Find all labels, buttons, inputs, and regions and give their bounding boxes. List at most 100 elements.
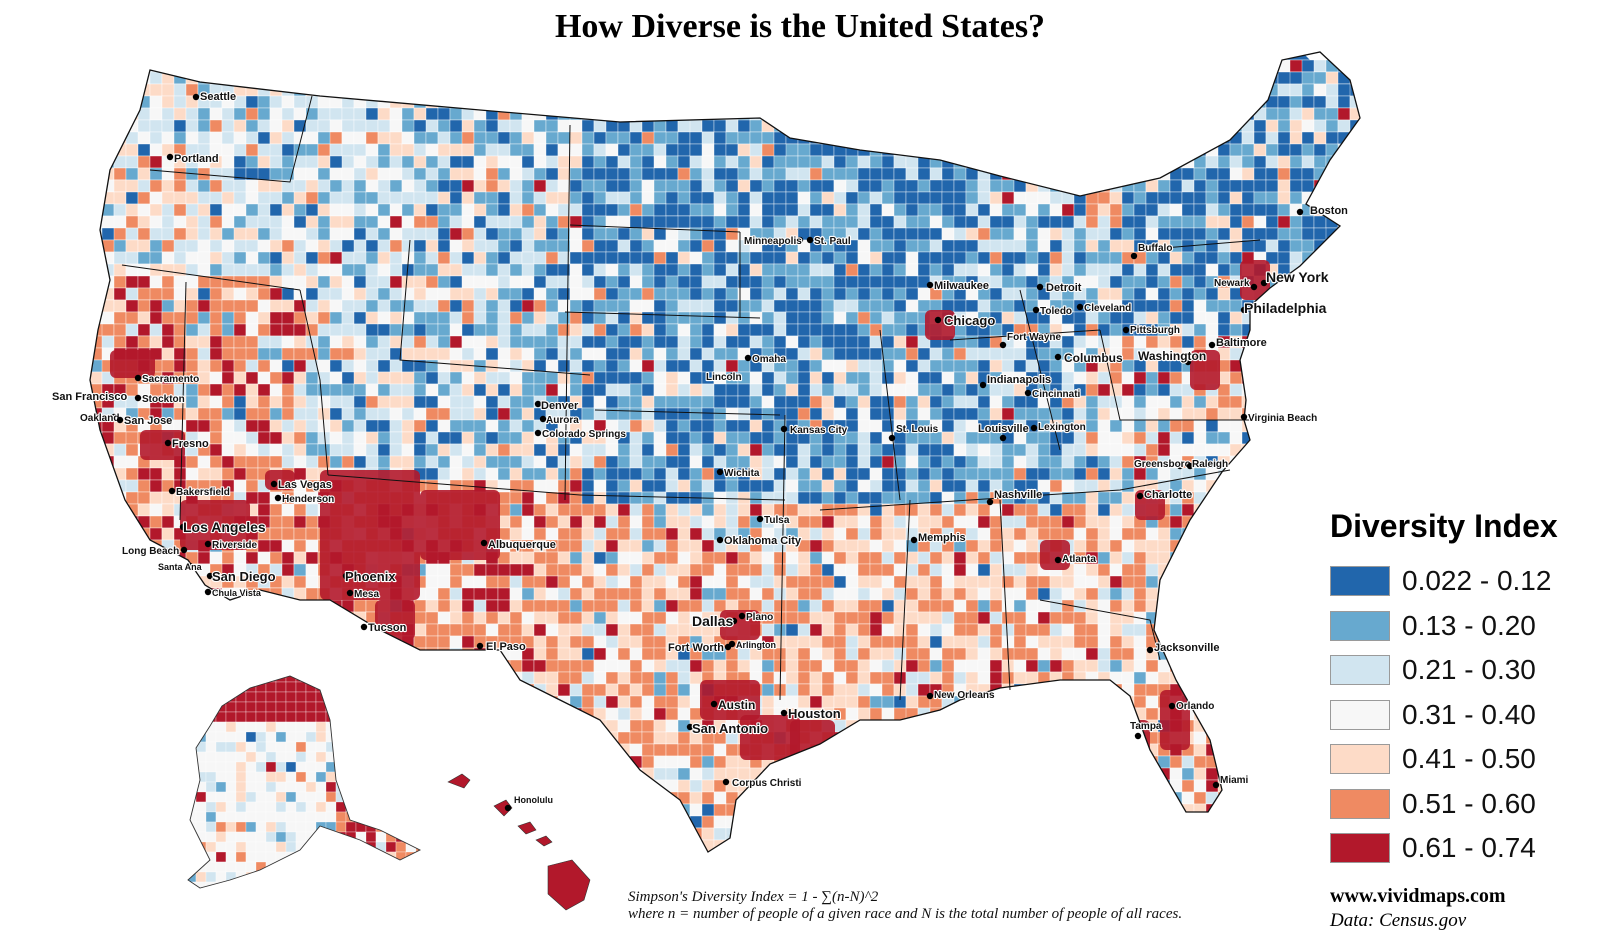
county-cell: [965, 299, 979, 313]
county-cell: [1362, 432, 1374, 444]
county-cell: [1157, 599, 1183, 613]
county-cell: [1181, 155, 1195, 169]
county-cell: [1229, 515, 1243, 529]
county-cell: [713, 71, 727, 85]
county-cell: [977, 347, 991, 361]
county-cell: [125, 275, 139, 289]
county-cell: [353, 227, 367, 241]
county-cell: [149, 587, 163, 601]
county-cell: [1073, 95, 1087, 109]
county-cell: [725, 431, 739, 445]
county-cell: [689, 299, 703, 313]
county-cell: [1085, 155, 1099, 169]
county-cell: [305, 299, 319, 313]
county-cell: [665, 299, 679, 313]
county-cell: [1121, 455, 1135, 469]
county-cell: [1362, 360, 1374, 372]
county-cell: [1133, 107, 1147, 121]
county-cell: [473, 215, 487, 229]
county-cell: [1133, 83, 1147, 97]
county-cell: [1157, 371, 1171, 385]
county-cell: [977, 359, 991, 373]
county-cell: [1085, 575, 1099, 589]
county-cell: [413, 251, 427, 265]
county-cell: [869, 395, 883, 409]
county-cell: [113, 599, 127, 613]
county-cell: [521, 251, 535, 265]
county-cell: [653, 347, 667, 361]
county-cell: [1229, 395, 1243, 409]
county-cell: [485, 239, 499, 253]
county-cell: [725, 299, 739, 313]
county-cell: [389, 455, 403, 469]
county-cell: [1362, 456, 1374, 468]
county-cell: [701, 227, 715, 241]
county-cell: [365, 59, 379, 73]
county-cell: [701, 383, 715, 397]
county-cell: [533, 299, 547, 313]
county-cell: [1013, 143, 1027, 157]
county-cell: [653, 287, 667, 301]
county-cell: [725, 383, 739, 397]
county-cell: [593, 443, 607, 457]
county-cell: [377, 179, 391, 193]
county-cell: [1169, 371, 1183, 385]
county-cell: [533, 167, 547, 181]
county-cell: [989, 395, 1003, 409]
county-cell: [653, 467, 667, 481]
county-cell: [929, 599, 943, 613]
county-cell: [293, 203, 307, 217]
county-cell: [1181, 203, 1195, 217]
county-cell: [1313, 95, 1327, 109]
county-cell: [521, 599, 535, 613]
county-cell: [905, 347, 919, 361]
county-cell: [1073, 599, 1087, 613]
county-cell: [1265, 455, 1291, 469]
county-cell: [905, 227, 919, 241]
county-cell: [1217, 215, 1231, 229]
county-cell: [173, 215, 187, 229]
county-cell: [953, 179, 967, 193]
county-cell: [1109, 575, 1123, 589]
county-cell: [1193, 83, 1207, 97]
county-cell: [677, 83, 691, 97]
county-cell: [1025, 227, 1039, 241]
county-cell: [281, 563, 295, 577]
county-cell: [749, 83, 763, 97]
county-cell: [101, 107, 115, 121]
county-cell: [1133, 287, 1147, 301]
county-cell: [317, 107, 331, 121]
county-cell: [809, 599, 823, 613]
county-cell: [701, 167, 715, 181]
county-cell: [545, 215, 559, 229]
county-cell: [137, 275, 151, 289]
county-cell: [209, 227, 223, 241]
county-cell: [377, 131, 391, 145]
county-cell: [293, 587, 307, 601]
county-cell: [737, 131, 751, 145]
county-cell: [1049, 83, 1063, 97]
county-cell: [1289, 251, 1303, 265]
county-cell: [1362, 144, 1374, 156]
county-cell: [1277, 479, 1303, 493]
county-cell: [377, 155, 391, 169]
county-cell: [365, 71, 391, 85]
county-cell: [269, 179, 283, 193]
county-cell: [317, 311, 331, 325]
county-cell: [1277, 599, 1291, 613]
county-cell: [161, 311, 175, 325]
county-cell: [161, 323, 175, 337]
county-cell: [125, 59, 139, 73]
county-cell: [1301, 575, 1327, 589]
county-cell: [581, 107, 607, 121]
county-cell: [1349, 467, 1360, 481]
county-cell: [701, 107, 715, 121]
county-cell: [845, 71, 859, 85]
county-cell: [521, 347, 535, 361]
county-cell: [305, 227, 319, 241]
county-cell: [1313, 551, 1327, 565]
county-cell: [965, 551, 979, 565]
county-cell: [497, 611, 511, 625]
county-cell: [161, 119, 175, 133]
county-cell: [1145, 143, 1159, 157]
